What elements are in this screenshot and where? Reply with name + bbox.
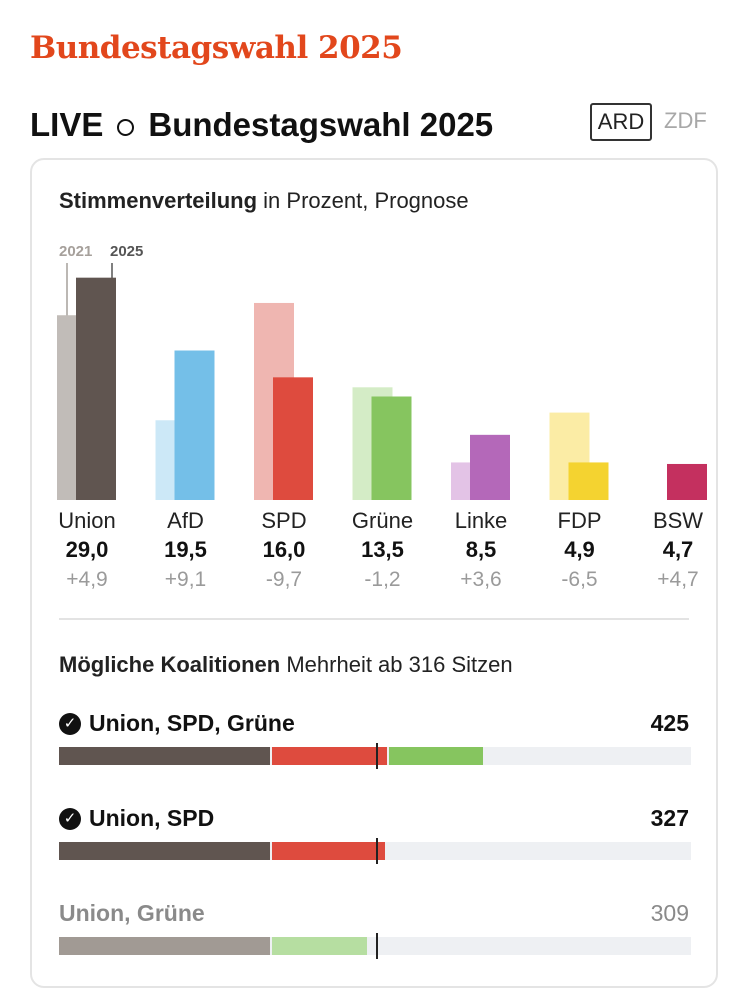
- coalition-bar: [59, 743, 691, 769]
- distribution-title-bold: Stimmenverteilung: [59, 188, 258, 213]
- coalition-seats: 327: [650, 805, 689, 831]
- change-label: -1,2: [364, 568, 400, 591]
- source-zdf-button[interactable]: ZDF: [664, 108, 707, 133]
- value-label: 4,7: [663, 537, 694, 562]
- coalition-label: Union, SPD: [89, 805, 215, 831]
- coalition-segment: [59, 842, 270, 860]
- party-label: Grüne: [352, 508, 413, 533]
- coalition-name: Union, Grüne: [59, 900, 205, 927]
- bar-2025: [667, 463, 707, 500]
- coalition-label: Union, SPD, Grüne: [89, 710, 295, 736]
- bar-2025: [273, 377, 313, 500]
- live-indicator-icon: [117, 118, 135, 136]
- value-label: 16,0: [263, 537, 306, 562]
- coalition-segment: [271, 842, 386, 860]
- coalition-segment: [59, 937, 270, 955]
- coalitions-title-rest: Mehrheit ab 316 Sitzen: [280, 652, 513, 677]
- change-label: -6,5: [561, 568, 597, 591]
- value-label: 29,0: [66, 537, 109, 562]
- live-header: LIVE Bundestagswahl 2025 ARD ZDF: [30, 100, 718, 148]
- coalition-bar: [59, 838, 691, 864]
- bar-2025: [371, 396, 412, 500]
- coalitions-title: Mögliche Koalitionen Mehrheit ab 316 Sit…: [59, 652, 513, 678]
- coalition-segment: [59, 747, 270, 765]
- coalition-bar: [59, 933, 691, 959]
- coalition-label: Union, Grüne: [59, 900, 205, 926]
- coalition-segment: [271, 937, 367, 955]
- majority-marker: [376, 743, 378, 769]
- coalition-seats: 309: [650, 900, 689, 926]
- change-label: +4,7: [657, 568, 698, 591]
- change-label: +4,9: [66, 568, 107, 591]
- party-label: AfD: [167, 508, 204, 533]
- majority-check-icon: ✓: [59, 712, 81, 735]
- value-label: 13,5: [361, 537, 404, 562]
- majority-marker: [376, 838, 378, 864]
- coalitions-title-bold: Mögliche Koalitionen: [59, 652, 281, 677]
- coalition-seats: 425: [650, 710, 689, 736]
- bar-2025: [568, 462, 609, 500]
- bar-2025: [470, 434, 510, 500]
- bar-2025: [76, 277, 116, 500]
- bar-2025: [174, 350, 215, 500]
- party-label: SPD: [261, 508, 306, 533]
- coalition-name: ✓ Union, SPD, Grüne: [59, 710, 295, 737]
- majority-marker: [376, 933, 378, 959]
- value-label: 19,5: [164, 537, 207, 562]
- legend-2021-label: 2021: [59, 243, 92, 260]
- section-divider: [59, 618, 689, 620]
- distribution-title-rest: in Prozent, Prognose: [257, 188, 469, 213]
- results-card: Stimmenverteilung in Prozent, Prognose 2…: [30, 158, 718, 988]
- live-election-title: Bundestagswahl 2025: [148, 106, 494, 143]
- source-ard-button[interactable]: ARD: [590, 103, 652, 141]
- party-label: BSW: [653, 508, 703, 533]
- brand-title[interactable]: Bundestagswahl 2025: [30, 30, 403, 66]
- value-label: 4,9: [564, 537, 595, 562]
- change-label: +9,1: [165, 568, 206, 591]
- coalition-segment: [389, 747, 484, 765]
- live-prefix: LIVE: [30, 106, 104, 143]
- legend-2025-label: 2025: [110, 243, 143, 260]
- distribution-title: Stimmenverteilung in Prozent, Prognose: [59, 188, 469, 214]
- party-label: Union: [58, 508, 115, 533]
- party-label: Linke: [455, 508, 508, 533]
- value-label: 8,5: [466, 537, 497, 562]
- change-label: -9,7: [266, 568, 302, 591]
- live-title: LIVE Bundestagswahl 2025: [30, 106, 493, 144]
- party-label: FDP: [558, 508, 602, 533]
- coalition-segment: [271, 747, 388, 765]
- coalition-name: ✓ Union, SPD: [59, 805, 214, 832]
- majority-check-icon: ✓: [59, 807, 81, 830]
- change-label: +3,6: [460, 568, 501, 591]
- vote-distribution-chart: 2021 2025 Union 29,0 +4,9 AfD 19,5 +9,1 SPD 16,…: [57, 243, 707, 591]
